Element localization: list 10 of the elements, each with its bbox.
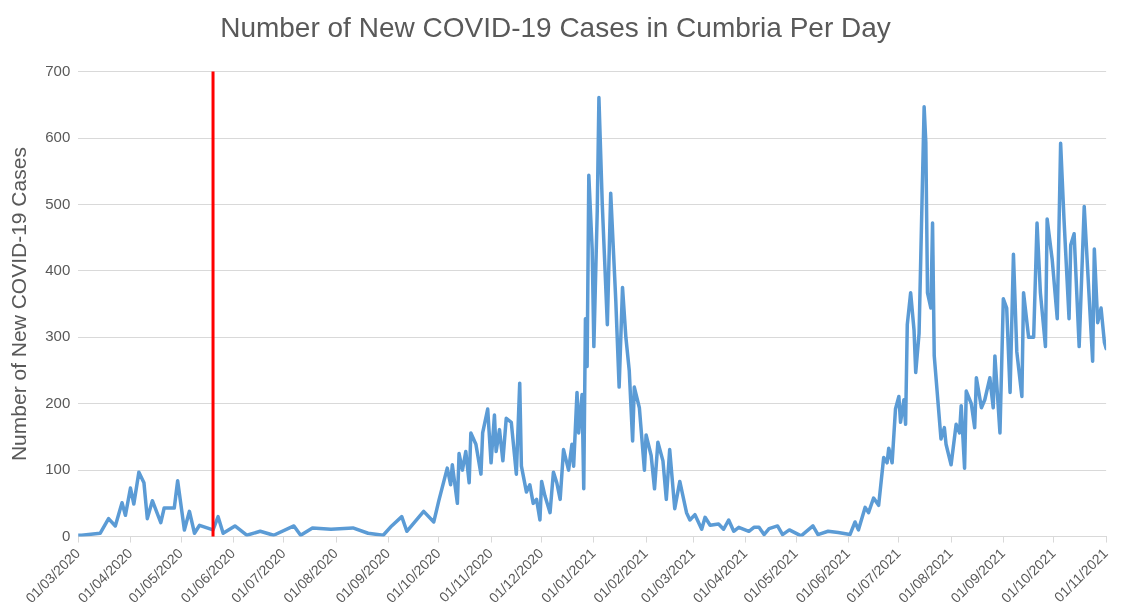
y-tick-label: 500	[45, 194, 71, 212]
y-tick-label: 300	[45, 327, 71, 345]
y-tick-label: 0	[61, 526, 71, 544]
y-tick-label: 100	[45, 460, 71, 478]
y-tick-label: 600	[45, 128, 71, 146]
y-tick-label: 700	[45, 61, 71, 79]
y-tick-label: 200	[45, 393, 71, 411]
chart-title: Number of New COVID-19 Cases in Cumbria Per Day	[220, 11, 891, 43]
y-axis-title: Number of New COVID-19 Cases	[7, 147, 31, 462]
y-tick-label: 400	[45, 261, 71, 279]
